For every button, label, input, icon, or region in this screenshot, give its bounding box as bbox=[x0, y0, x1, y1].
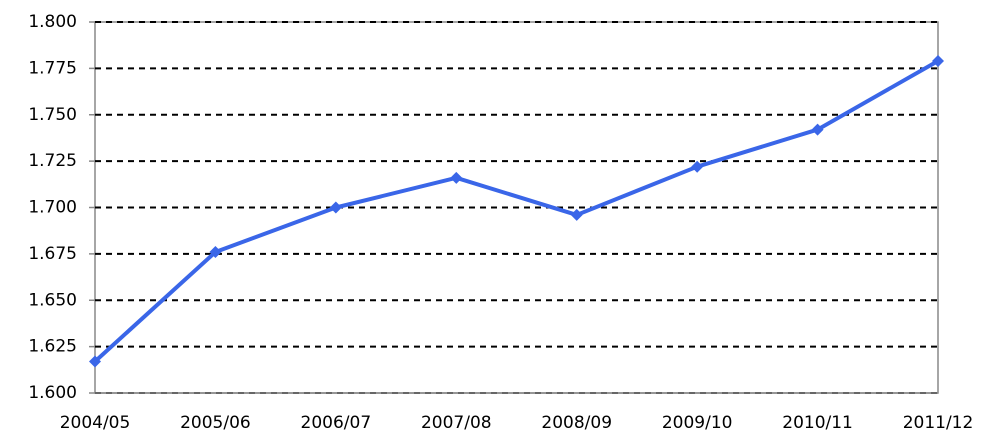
line bbox=[93, 59, 939, 363]
y-tick-label: 1.775 bbox=[28, 58, 77, 78]
x-tick-label: 2010/11 bbox=[782, 413, 853, 433]
point bbox=[570, 208, 583, 221]
x-tick-label: 2011/12 bbox=[903, 413, 974, 433]
y-tick-label: 1.750 bbox=[28, 105, 77, 125]
y-tick-label: 1.675 bbox=[28, 244, 77, 264]
point bbox=[932, 54, 944, 67]
x-tick-label: 2004/05 bbox=[60, 413, 131, 433]
point bbox=[811, 123, 824, 136]
y-tick-label: 1.800 bbox=[28, 12, 77, 32]
point bbox=[89, 355, 101, 368]
y-tick-label: 1.700 bbox=[28, 198, 77, 218]
y-tick-label: 1.625 bbox=[28, 337, 77, 357]
y-tick-label: 1.725 bbox=[28, 151, 77, 171]
point bbox=[450, 171, 463, 184]
x-tick-label: 2008/09 bbox=[541, 413, 612, 433]
y-tick-label: 1.650 bbox=[28, 290, 77, 310]
x-tick-label: 2009/10 bbox=[662, 413, 733, 433]
x-tick-label: 2007/08 bbox=[421, 413, 492, 433]
y-tick-label: 1.600 bbox=[28, 383, 77, 403]
point bbox=[209, 246, 222, 259]
point bbox=[691, 160, 704, 173]
x-tick-label: 2005/06 bbox=[180, 413, 251, 433]
x-tick-label: 2006/07 bbox=[301, 413, 372, 433]
point bbox=[329, 201, 342, 214]
